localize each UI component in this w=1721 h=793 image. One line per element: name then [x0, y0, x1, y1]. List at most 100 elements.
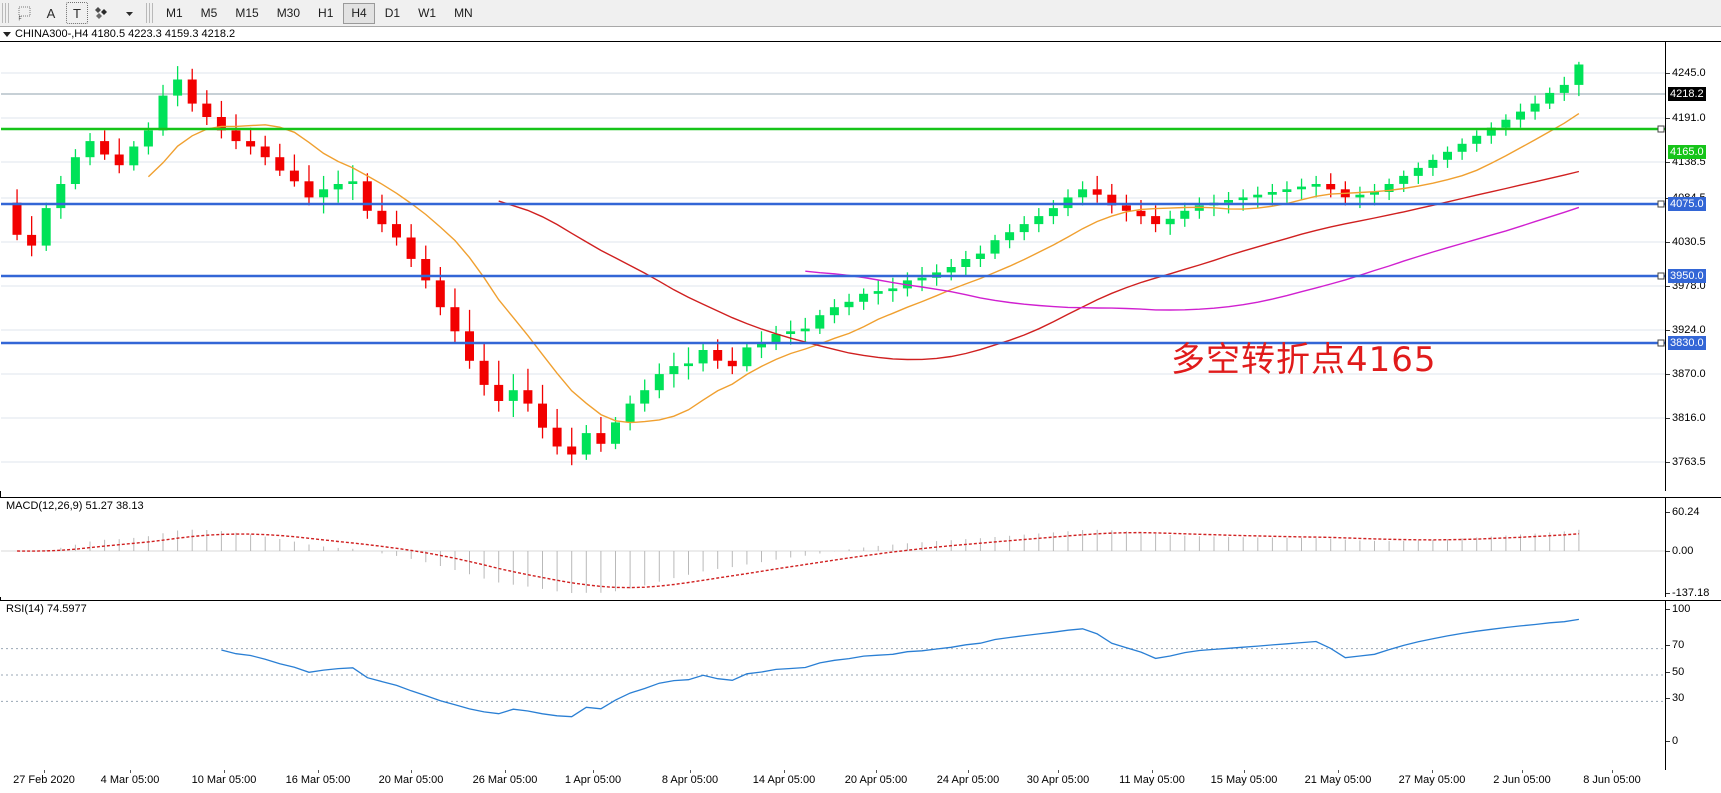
time-tick-label: 1 Apr 05:00 — [564, 774, 622, 786]
shapes-icon[interactable] — [92, 2, 114, 24]
macd-title: MACD(12,26,9) 51.27 38.13 — [4, 500, 146, 512]
time-tick-label: 20 Mar 05:00 — [378, 774, 444, 786]
time-tick-label: 21 May 05:00 — [1304, 774, 1372, 786]
time-tick-label: 8 Apr 05:00 — [661, 774, 719, 786]
timeframe-w1[interactable]: W1 — [418, 6, 437, 20]
time-tick-label: 8 Jun 05:00 — [1583, 774, 1641, 786]
time-tick — [1244, 770, 1245, 773]
macd-tick — [1666, 551, 1670, 552]
macd-pane[interactable]: MACD(12,26,9) 51.27 38.13 60.24 0.00 -137.… — [0, 497, 1721, 599]
price-level-badge[interactable]: 4218.2 — [1668, 87, 1706, 101]
price-tick-label: 3870.0 — [1672, 368, 1706, 380]
time-tick — [876, 770, 877, 773]
price-tick — [1666, 73, 1670, 74]
timeframe-h4[interactable]: H4 — [343, 2, 375, 24]
text-label-icon[interactable]: A — [46, 5, 56, 21]
time-tick-label: 15 May 05:00 — [1210, 774, 1278, 786]
price-tick — [1666, 286, 1670, 287]
rsi-title: RSI(14) 74.5977 — [4, 603, 89, 615]
macd-tick-label: 60.24 — [1672, 506, 1700, 518]
timeframe-m1[interactable]: M1 — [166, 6, 183, 20]
rsi-tick — [1666, 672, 1670, 673]
time-tick — [690, 770, 691, 773]
time-tick — [593, 770, 594, 773]
price-tick-label: 3816.0 — [1672, 412, 1706, 424]
symbol-header[interactable]: CHINA300-,H4 4180.5 4223.3 4159.3 4218.2 — [0, 27, 1721, 41]
collapse-triangle-icon[interactable] — [3, 31, 11, 37]
price-candles-layer — [1, 61, 1665, 466]
svg-text:F: F — [18, 16, 21, 21]
time-tick — [130, 770, 131, 773]
timeframe-mn[interactable]: MN — [454, 6, 473, 20]
rsi-tick-label: 50 — [1672, 666, 1685, 678]
toolbar-grip[interactable] — [2, 3, 9, 23]
macd-plot-area[interactable] — [1, 498, 1665, 597]
time-tick — [224, 770, 225, 773]
timeframe-d1[interactable]: D1 — [384, 6, 401, 20]
timeframe-m15[interactable]: M15 — [235, 6, 259, 20]
time-tick — [44, 770, 45, 773]
time-tick — [1152, 770, 1153, 773]
rsi-pane[interactable]: RSI(14) 74.5977 100 70 50 30 0 — [0, 600, 1721, 770]
price-tick — [1666, 162, 1670, 163]
rsi-tick-label: 70 — [1672, 639, 1685, 651]
price-tick — [1666, 330, 1670, 331]
time-tick — [1058, 770, 1059, 773]
price-tick-label: 4138.5 — [1672, 156, 1706, 168]
time-tick-label: 10 Mar 05:00 — [191, 774, 257, 786]
time-tick-label: 30 Apr 05:00 — [1026, 774, 1090, 786]
time-tick-label: 4 Mar 05:00 — [100, 774, 160, 786]
time-tick — [318, 770, 319, 773]
price-tick — [1666, 374, 1670, 375]
price-tick — [1666, 418, 1670, 419]
time-axis[interactable]: 27 Feb 2020 4 Mar 05:00 10 Mar 05:00 16 Mar… — [0, 770, 1721, 793]
time-tick-label: 2 Jun 05:00 — [1493, 774, 1551, 786]
rsi-plot-area[interactable] — [1, 601, 1665, 770]
time-tick — [1432, 770, 1433, 773]
price-plot-area[interactable]: 多空转折点4165 — [1, 42, 1665, 491]
rsi-tick — [1666, 741, 1670, 742]
price-level-badge[interactable]: 3950.0 — [1668, 269, 1706, 283]
price-axis[interactable]: 4245.04191.04138.54084.54030.53978.03924… — [1665, 42, 1721, 732]
rsi-tick — [1666, 698, 1670, 699]
time-tick-label: 20 Apr 05:00 — [844, 774, 908, 786]
time-tick — [1612, 770, 1613, 773]
macd-tick — [1666, 593, 1670, 594]
dropdown-arrow-icon[interactable] — [118, 2, 140, 24]
rsi-tick — [1666, 645, 1670, 646]
price-tick — [1666, 462, 1670, 463]
price-tick-label: 3924.0 — [1672, 324, 1706, 336]
timeframe-m5[interactable]: M5 — [200, 6, 218, 20]
rsi-tick-label: 30 — [1672, 692, 1685, 704]
price-level-badge[interactable]: 3830.0 — [1668, 336, 1706, 350]
toolbar: F A T M1 M5 M15 M30 H1 H4 D1 W1 MN — [0, 0, 1721, 27]
toolbar-separator[interactable] — [146, 3, 153, 23]
timeframe-h1[interactable]: H1 — [318, 6, 334, 20]
rsi-tick-label: 0 — [1672, 735, 1679, 747]
time-tick — [411, 770, 412, 773]
text-box-icon[interactable]: T — [66, 2, 88, 24]
price-level-badge[interactable]: 4075.0 — [1668, 197, 1706, 211]
timeframe-m30[interactable]: M30 — [276, 6, 301, 20]
price-tick-label: 3978.0 — [1672, 280, 1706, 292]
price-tick-label: 4030.5 — [1672, 236, 1706, 248]
chart-annotation-text: 多空转折点4165 — [1171, 340, 1437, 380]
price-tick — [1666, 118, 1670, 119]
rsi-line-layer — [1, 618, 1665, 718]
price-pane[interactable]: 多空转折点4165 4245.04191.04138.54084.54030.5… — [0, 41, 1721, 732]
time-tick-label: 27 Feb 2020 — [13, 774, 75, 786]
rsi-axis[interactable]: 100 70 50 30 0 — [1665, 601, 1721, 770]
macd-axis[interactable]: 60.24 0.00 -137.18 — [1665, 498, 1721, 599]
price-tick-label: 4245.0 — [1672, 67, 1706, 79]
macd-tick-label: 0.00 — [1672, 545, 1694, 557]
time-tick-label: 26 Mar 05:00 — [472, 774, 538, 786]
rsi-tick — [1666, 609, 1670, 610]
time-tick-label: 16 Mar 05:00 — [285, 774, 351, 786]
time-tick — [1338, 770, 1339, 773]
macd-tick-label: -137.18 — [1672, 587, 1710, 599]
symbol-ohlc-text: CHINA300-,H4 4180.5 4223.3 4159.3 4218.2 — [15, 28, 236, 40]
price-level-badge[interactable]: 4165.0 — [1668, 145, 1706, 159]
crosshair-icon[interactable]: F — [14, 2, 36, 24]
time-tick-label: 27 May 05:00 — [1398, 774, 1466, 786]
